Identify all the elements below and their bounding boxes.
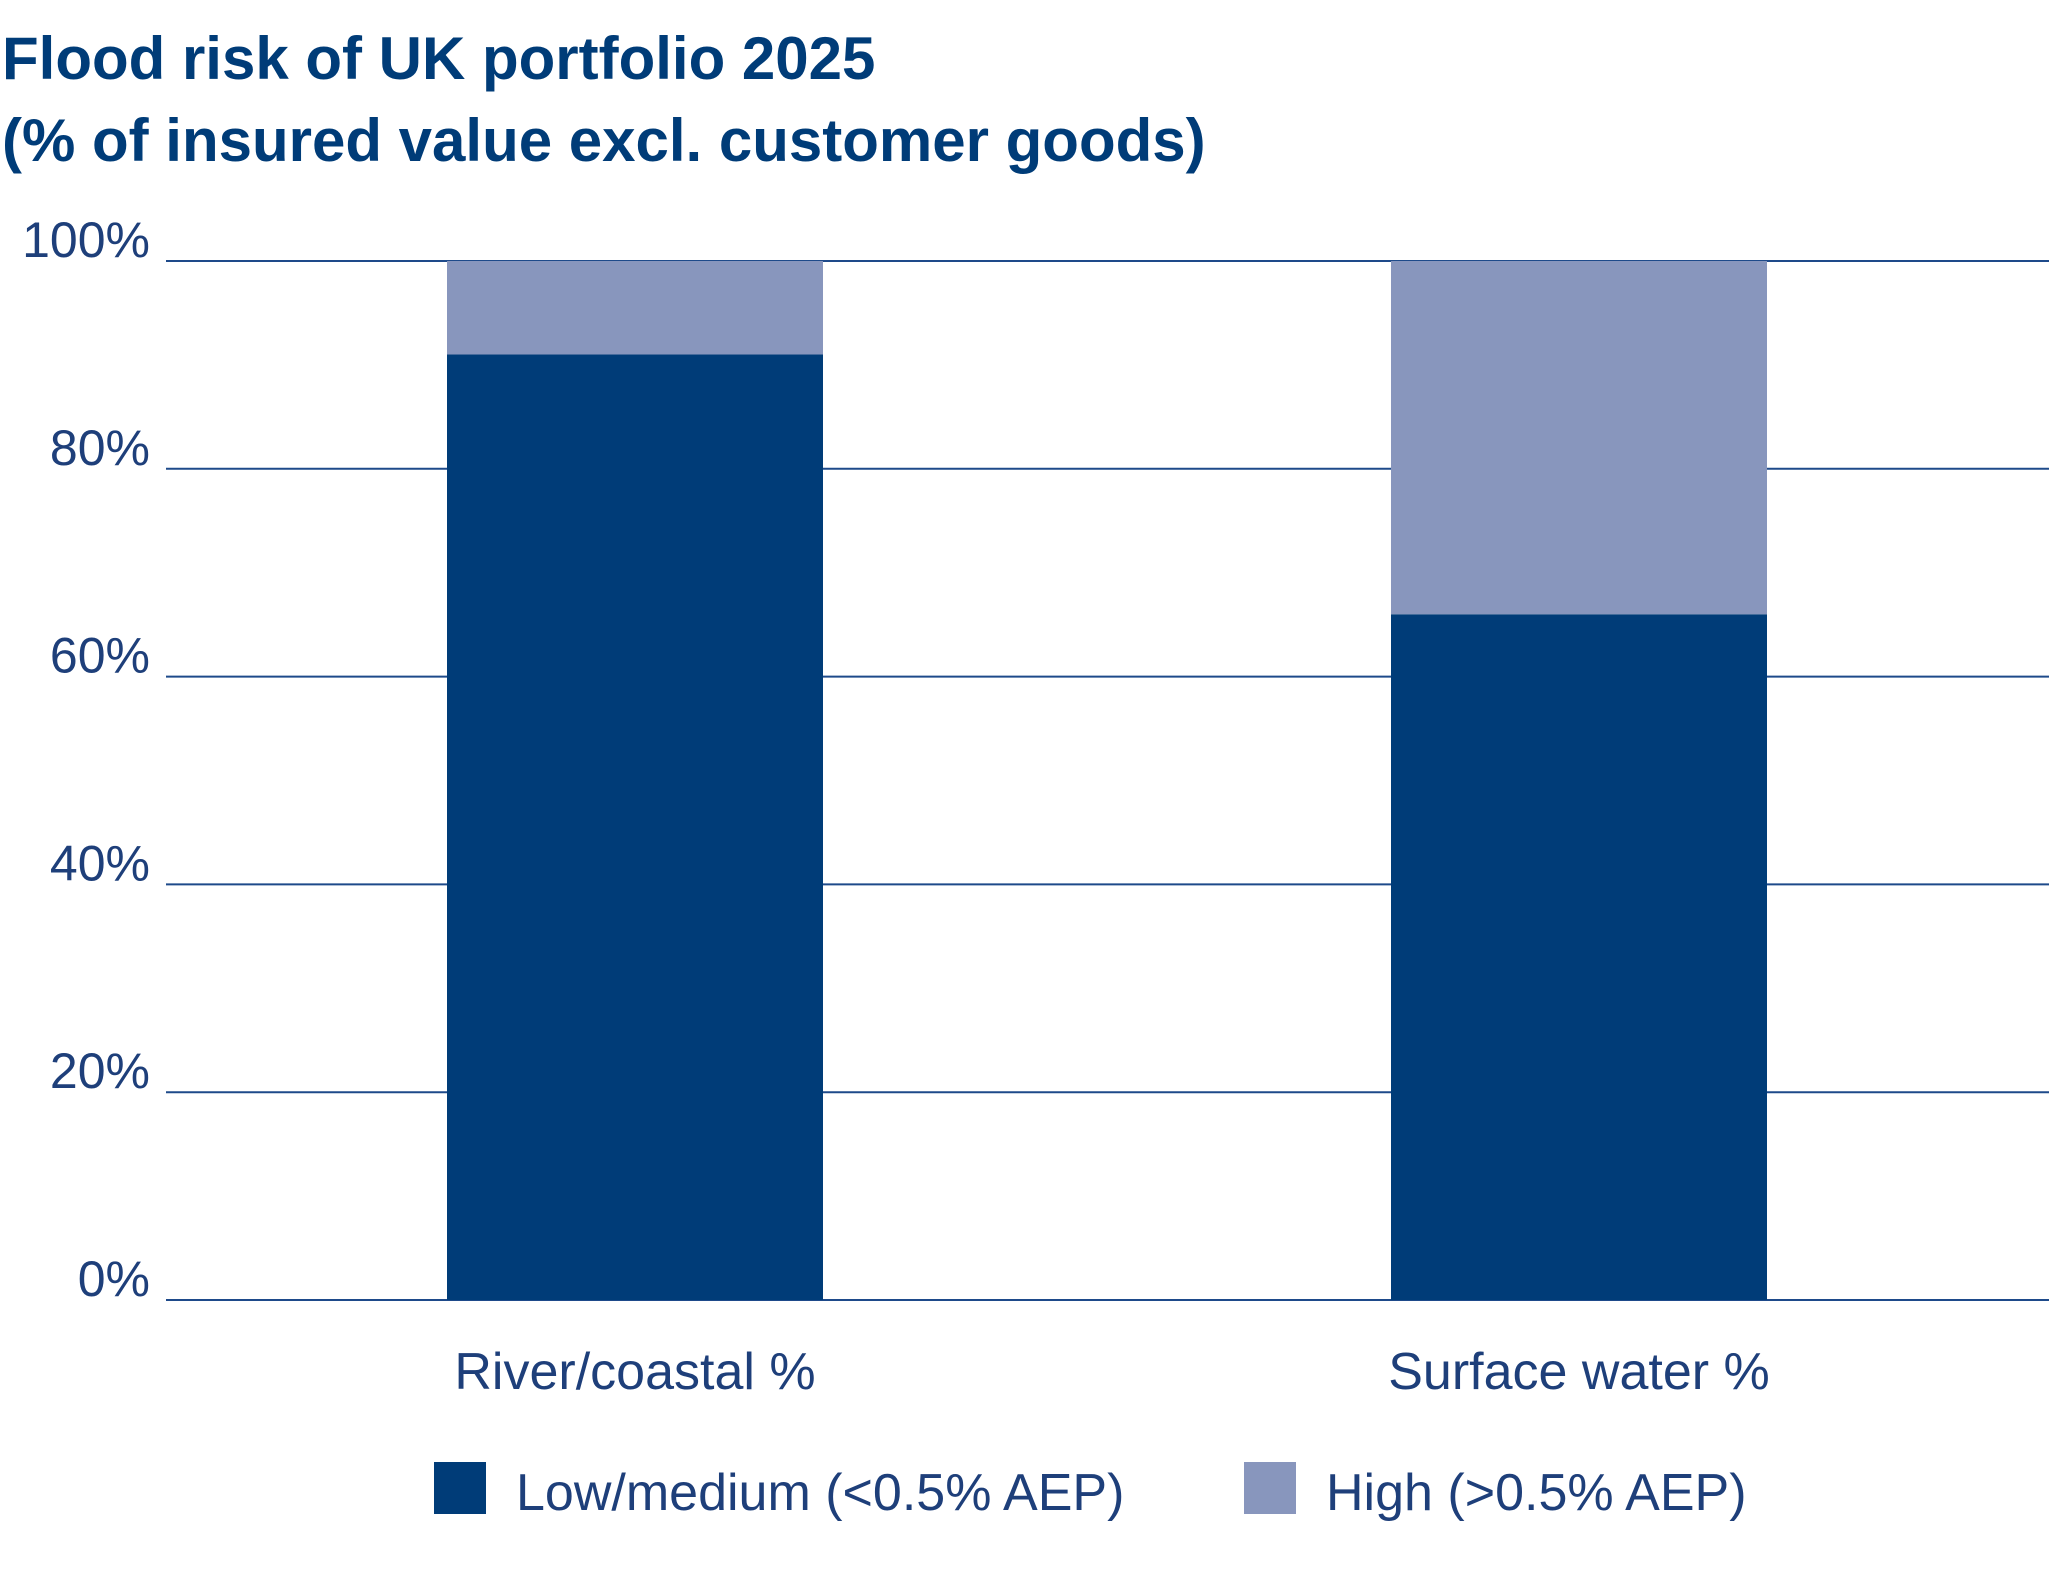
bar-segment [1391, 614, 1767, 1300]
y-tick-label: 40% [50, 835, 150, 891]
title-line: Flood risk of UK portfolio 2025 [2, 25, 876, 92]
bar-segment [1391, 261, 1767, 615]
x-category-label: Surface water % [1388, 1343, 1770, 1401]
legend-swatch [434, 1462, 486, 1514]
y-tick-label: 100% [22, 212, 150, 268]
chart-title: Flood risk of UK portfolio 2025 (% of in… [2, 18, 1206, 182]
bar-segment [447, 354, 823, 1300]
x-category-label: River/coastal % [454, 1343, 815, 1401]
y-tick-label: 80% [50, 420, 150, 476]
legend-label: Low/medium (<0.5% AEP) [516, 1464, 1124, 1522]
bar-segment [447, 261, 823, 355]
y-tick-label: 60% [50, 628, 150, 684]
subtitle-line: (% of insured value excl. customer goods… [2, 107, 1206, 174]
y-tick-label: 0% [78, 1251, 150, 1307]
y-tick-label: 20% [50, 1043, 150, 1099]
legend-label: High (>0.5% AEP) [1326, 1464, 1747, 1522]
legend-swatch [1244, 1462, 1296, 1514]
